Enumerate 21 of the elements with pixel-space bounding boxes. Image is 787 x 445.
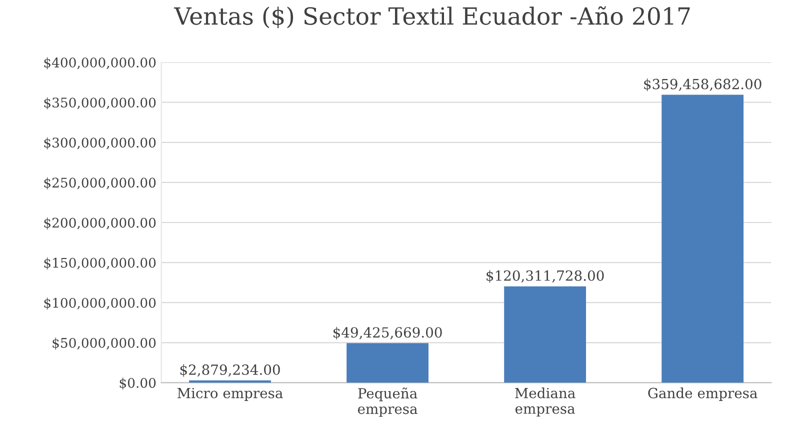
data-label: $120,311,728.00	[486, 270, 604, 283]
bar	[346, 343, 428, 383]
y-tick-label: $300,000,000.00	[44, 137, 156, 150]
x-tick-label: Mediana empresa	[515, 388, 576, 417]
y-tick-label: $100,000,000.00	[44, 298, 156, 310]
x-tick-label: Gande empresa	[648, 388, 758, 402]
y-tick-label: $150,000,000.00	[44, 258, 156, 270]
y-tick-label: $50,000,000.00	[52, 338, 156, 350]
y-tick-label: $250,000,000.00	[44, 177, 156, 190]
bar	[504, 286, 586, 383]
data-label: $49,425,669.00	[333, 326, 442, 340]
y-tick-label: $400,000,000.00	[44, 57, 156, 70]
y-tick-label: $350,000,000.00	[44, 97, 156, 110]
x-tick-label: Pequeña empresa	[358, 388, 418, 417]
data-label: $2,879,234.00	[180, 364, 280, 377]
x-tick-label: Micro empresa	[178, 388, 283, 402]
y-tick-label: $200,000,000.00	[44, 217, 156, 230]
bar	[662, 94, 744, 383]
chart-title: Ventas ($) Sector Textil Ecuador -Año 2017	[174, 6, 690, 28]
data-label: $359,458,682.00	[644, 78, 762, 92]
y-tick-label: $0.00	[120, 378, 156, 390]
